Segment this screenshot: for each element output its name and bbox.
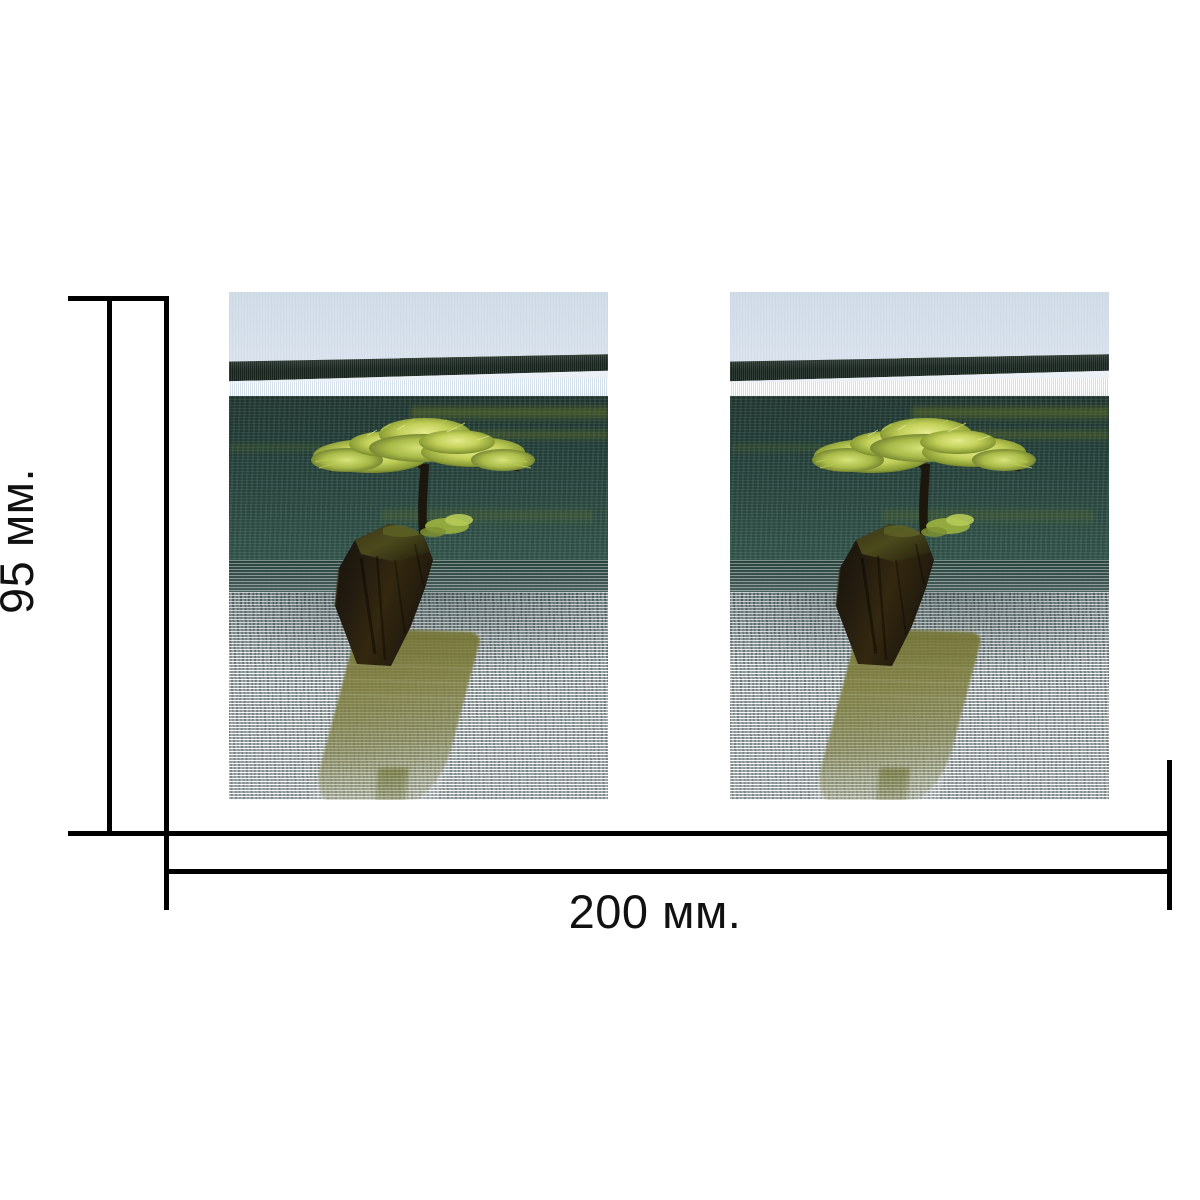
width-dimension-label: 200 мм. [568,885,742,938]
width-dimension-upper-line [164,831,1172,836]
submerged-stump [826,514,944,668]
bonsai-tree [808,408,1038,544]
product-photo-left [229,292,608,800]
height-dimension-bottom-cap [68,831,168,836]
submerged-stump [325,514,443,668]
water-green-streak [410,404,608,422]
left-extension-line [164,296,169,910]
lake-scene [730,292,1109,800]
product-photo-right [730,292,1109,800]
water-green-streak [964,428,1109,442]
water-green-streak [229,442,328,454]
height-dimension-line [107,298,112,835]
height-dimension-top-cap [68,296,168,301]
width-dimension-line [164,869,1172,874]
reflection-tail [872,768,910,800]
reflection-tail [371,768,409,800]
lake-scene [229,292,608,800]
bonsai-tree [307,408,537,544]
height-dimension-label: 95 мм. [0,467,43,615]
water-green-streak [730,442,829,454]
water-green-streak [911,404,1109,422]
water-green-streak [463,428,608,442]
